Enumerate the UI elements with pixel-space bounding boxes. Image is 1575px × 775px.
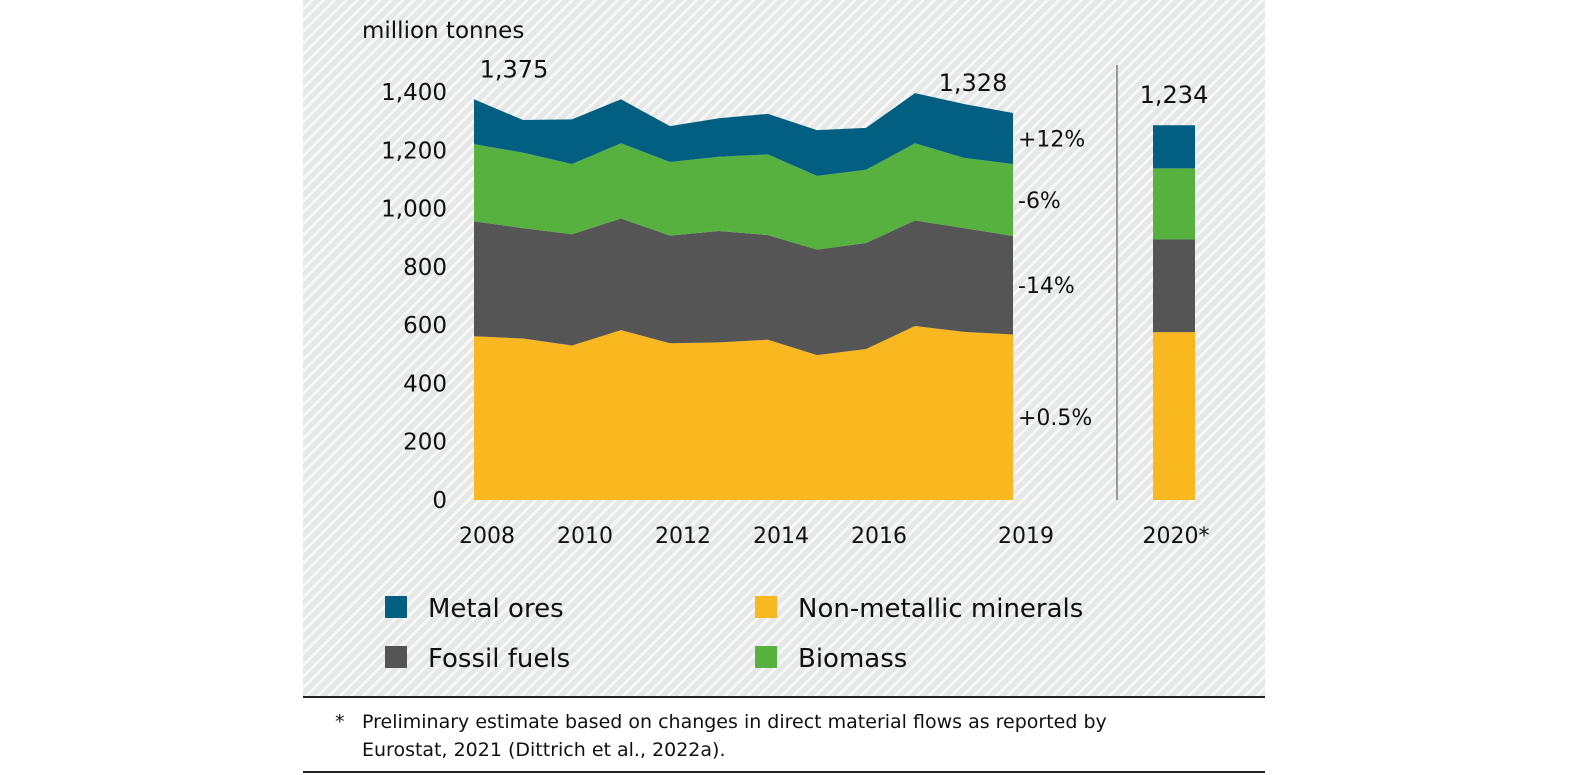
y-tick-label: 1,400 bbox=[381, 80, 447, 106]
total-annotation: 1,375 bbox=[480, 55, 549, 83]
x-tick-label: 2012 bbox=[655, 524, 711, 549]
legend-swatch bbox=[385, 646, 407, 668]
y-tick-label: 400 bbox=[403, 371, 447, 397]
y-tick-label: 200 bbox=[403, 430, 447, 456]
area-fossil-fuels bbox=[474, 218, 1013, 356]
x-tick-label-2020: 2020* bbox=[1143, 524, 1210, 549]
bar-2020-metal-ores bbox=[1153, 125, 1195, 169]
change-label: -14% bbox=[1018, 274, 1075, 299]
footnote-line-1: Preliminary estimate based on changes in… bbox=[362, 711, 1107, 733]
footnote-divider-bottom bbox=[303, 771, 1265, 773]
legend-label: Biomass bbox=[798, 644, 907, 674]
x-tick-label: 2008 bbox=[459, 524, 515, 549]
bar-2020-fossil-fuels bbox=[1153, 239, 1195, 333]
legend-label: Fossil fuels bbox=[428, 644, 570, 674]
footnote-marker: * bbox=[335, 711, 345, 733]
change-label: +0.5% bbox=[1018, 406, 1092, 431]
legend-label: Non-metallic minerals bbox=[798, 594, 1083, 624]
x-tick-label: 2014 bbox=[753, 524, 809, 549]
y-axis-label: million tonnes bbox=[362, 18, 524, 44]
change-label: +12% bbox=[1018, 127, 1085, 152]
bar-2020-non-metallic-minerals bbox=[1153, 332, 1195, 500]
y-tick-label: 1,200 bbox=[381, 138, 447, 164]
change-label: -6% bbox=[1018, 189, 1061, 214]
y-tick-label: 600 bbox=[403, 313, 447, 339]
total-annotation: 1,328 bbox=[939, 69, 1008, 97]
area-metal-ores bbox=[474, 93, 1013, 176]
legend-label: Metal ores bbox=[428, 594, 564, 624]
legend-swatch bbox=[385, 596, 407, 618]
area-non-metallic-minerals bbox=[474, 326, 1013, 500]
bar-2020-biomass bbox=[1153, 168, 1195, 240]
x-tick-label: 2016 bbox=[851, 524, 907, 549]
area-biomass bbox=[474, 143, 1013, 250]
total-annotation-2020: 1,234 bbox=[1140, 81, 1209, 109]
x-tick-label: 2010 bbox=[557, 524, 613, 549]
y-tick-label: 1,000 bbox=[381, 197, 447, 223]
y-tick-label: 800 bbox=[403, 255, 447, 281]
footnote-line-2: Eurostat, 2021 (Dittrich et al., 2022a). bbox=[362, 739, 726, 761]
legend-swatch bbox=[755, 646, 777, 668]
x-tick-label: 2019 bbox=[998, 524, 1054, 549]
footnote-divider-top bbox=[303, 696, 1265, 698]
y-tick-label: 0 bbox=[432, 488, 447, 514]
legend-swatch bbox=[755, 596, 777, 618]
